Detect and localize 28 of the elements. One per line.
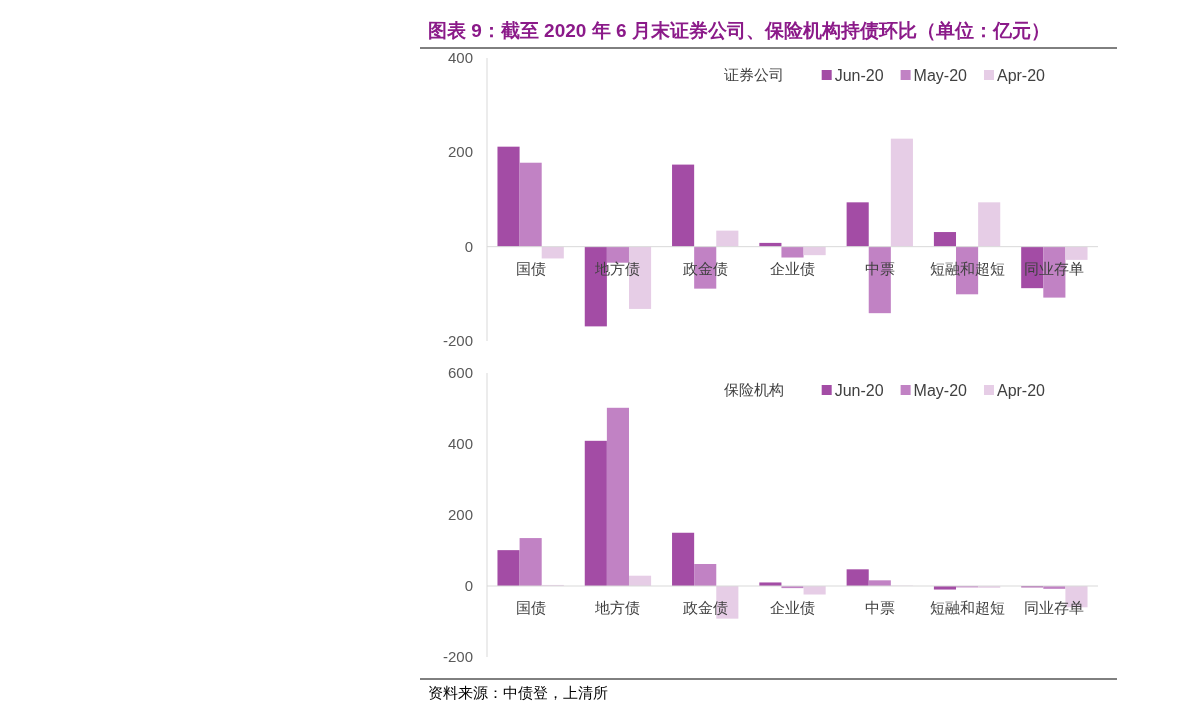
title: 图表 9：截至 2020 年 6 月末证券公司、保险机构持债环比（单位：亿元） [428, 20, 1050, 41]
x-tick-label: 政金债 [682, 600, 728, 616]
y-tick-label: 400 [447, 49, 473, 66]
x-tick-label: 短融和超短 [929, 600, 1005, 616]
legend-label: Jun-20 [834, 382, 884, 399]
legend-title: 保险机构 [723, 382, 784, 398]
y-tick-label: 200 [447, 143, 473, 161]
annotation: 资料来源：中债登，上清所 [428, 685, 608, 701]
legend-label: Apr-20 [996, 382, 1046, 399]
x-tick-label: 中票 [864, 600, 895, 616]
legend-label: May-20 [913, 382, 968, 399]
y-tick-label: -200 [442, 332, 473, 349]
y-tick-label: 0 [464, 577, 473, 594]
x-tick-label: 企业债 [770, 600, 815, 616]
y-tick-label: 400 [447, 435, 473, 452]
x-tick-label: 国债 [515, 260, 546, 277]
y-tick-label: 600 [447, 364, 473, 381]
y-tick-label: 0 [464, 237, 473, 255]
legend-label: Apr-20 [996, 67, 1046, 84]
legend-title: 证券公司 [723, 67, 784, 83]
y-tick-label: -200 [442, 648, 473, 665]
x-tick-label: 国债 [515, 600, 546, 616]
x-tick-label: 地方债 [594, 600, 641, 616]
x-tick-label: 企业债 [770, 260, 815, 277]
y-tick-label: 200 [447, 506, 473, 523]
legend-label: May-20 [913, 67, 968, 84]
legend-label: Jun-20 [834, 67, 884, 84]
x-tick-label: 同业存单 [1024, 600, 1085, 616]
